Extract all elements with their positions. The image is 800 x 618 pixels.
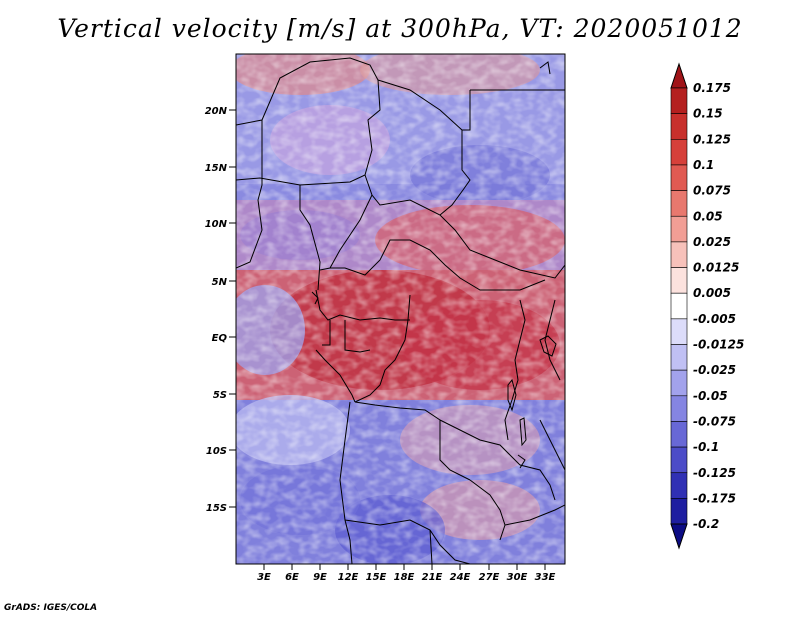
lon-label-18e: 18E: [394, 572, 415, 583]
colorbar-band: [670, 62, 688, 89]
colorbar-label: -0.125: [693, 466, 736, 480]
lon-label-12e: 12E: [338, 572, 359, 583]
lat-label-10n: 10N: [205, 219, 228, 230]
colorbar-band: [670, 523, 688, 550]
lon-label-33e: 33E: [535, 572, 556, 583]
colorbar-band: [670, 472, 688, 499]
colorbar-label: 0.075: [693, 184, 731, 198]
lon-label-3e: 3E: [257, 572, 271, 583]
colorbar-label: 0.125: [693, 132, 731, 146]
colorbar: 0.175 0.15 0.125 0.1 0.075 0.05 0.025 0.0125 0.0…: [670, 62, 744, 550]
lat-label-15s: 15S: [206, 503, 227, 514]
colorbar-label: -0.2: [693, 517, 719, 531]
lon-label-30e: 30E: [507, 572, 528, 583]
colorbar-band: [670, 421, 688, 448]
country-boundaries: [236, 57, 565, 564]
lat-label-20n: 20N: [205, 106, 228, 117]
colorbar-band: [670, 318, 688, 345]
map-frame: [235, 53, 566, 565]
noise-texture: [236, 54, 565, 564]
colorbar-band: [670, 267, 688, 294]
colorbar-band: [670, 292, 688, 320]
lon-axis: 3E 6E 9E 12E 15E 18E 21E 24E 27E 30E 33E: [257, 564, 556, 583]
lat-label-10s: 10S: [206, 446, 227, 457]
colorbar-label: 0.0125: [693, 261, 739, 275]
lat-label-15n: 15N: [205, 163, 228, 174]
colorbar-band: [670, 498, 688, 525]
colorbar-label: -0.025: [693, 363, 736, 377]
colorbar-label: -0.05: [693, 389, 728, 403]
chart-title: Vertical velocity [m/s] at 300hPa, VT: 2…: [57, 14, 743, 43]
lakes: [507, 335, 557, 447]
lon-label-15e: 15E: [366, 572, 387, 583]
colorbar-label: 0.15: [693, 107, 723, 121]
colorbar-label: 0.025: [693, 235, 731, 249]
map-area: [236, 54, 565, 564]
lat-label-5n: 5N: [212, 277, 228, 288]
colorbar-band: [670, 395, 688, 422]
colorbar-label: 0.005: [693, 286, 731, 300]
colorbar-label: 0.175: [693, 81, 731, 95]
colorbar-label: 0.1: [693, 158, 714, 172]
colorbar-band: [670, 446, 688, 474]
lon-label-9e: 9E: [313, 572, 327, 583]
colorbar-band: [670, 164, 688, 191]
colorbar-label: -0.005: [693, 312, 736, 326]
footer-credit: GrADS: IGES/COLA: [4, 603, 98, 613]
colorbar-label: -0.1: [693, 440, 719, 454]
lat-label-5s: 5S: [213, 390, 227, 401]
lat-axis: 20N 15N 10N 5N EQ 5S 10S 15S: [205, 106, 236, 514]
colorbar-label: 0.05: [693, 209, 723, 223]
colorbar-label: -0.075: [693, 414, 736, 428]
colorbar-band: [670, 113, 688, 140]
colorbar-band: [670, 190, 688, 217]
lon-label-27e: 27E: [479, 572, 500, 583]
colorbar-band: [670, 215, 688, 243]
lon-label-6e: 6E: [285, 572, 299, 583]
lon-label-21e: 21E: [422, 572, 443, 583]
colorbar-label: -0.175: [693, 491, 736, 505]
colorbar-label: -0.0125: [693, 338, 744, 352]
colorbar-band: [670, 369, 688, 397]
colorbar-band: [670, 344, 688, 371]
lon-label-24e: 24E: [450, 572, 471, 583]
colorbar-band: [670, 241, 688, 268]
lat-label-eq: EQ: [212, 333, 228, 344]
colorbar-band: [670, 139, 688, 166]
colorbar-band: [670, 87, 688, 114]
